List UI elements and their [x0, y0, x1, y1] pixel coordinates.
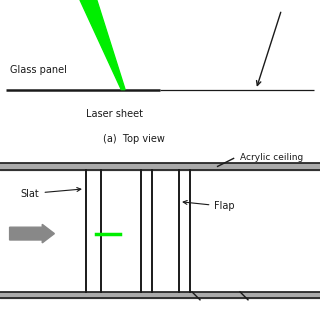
- Text: Glass panel: Glass panel: [10, 65, 67, 75]
- Polygon shape: [80, 0, 125, 90]
- Text: (a)  Top view: (a) Top view: [103, 134, 165, 144]
- Text: Flap: Flap: [183, 201, 235, 212]
- Text: Acrylic ceiling: Acrylic ceiling: [240, 153, 303, 162]
- FancyArrow shape: [10, 224, 54, 243]
- Text: Laser sheet: Laser sheet: [86, 109, 143, 119]
- Text: Slat: Slat: [21, 188, 81, 199]
